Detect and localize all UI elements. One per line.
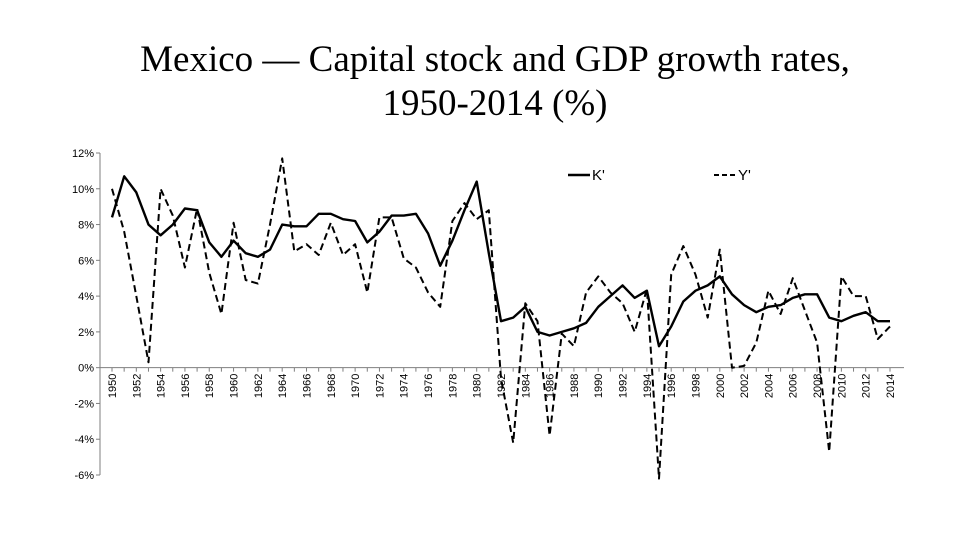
legend: K' Y' [568,167,751,184]
series-layer [110,157,891,480]
legend-label: Y' [738,167,751,184]
x-tick-label: 1992 [618,374,630,398]
x-tick-label: 1960 [229,374,241,398]
y-tick-label: -2% [74,398,94,410]
y-tick-label: 0% [78,363,94,375]
x-tick-label: 1976 [423,374,435,398]
x-tick-label: 1974 [399,374,411,398]
series-line-k-prime [110,175,890,348]
y-tick-label: 4% [78,291,94,303]
y-tick-label: 2% [78,327,94,339]
x-tick-label: 1968 [326,374,338,398]
x-tick-label: 1962 [253,374,265,398]
chart-title-line-1: Mexico — Capital stock and GDP growth ra… [140,39,850,80]
y-axis: -6% -4% -2% 0% 2% 4% 6% 8% 10% 12% [72,148,101,482]
x-tick-label: 1966 [302,374,314,398]
x-tick-label: 1990 [593,374,605,398]
chart-title: Mexico — Capital stock and GDP growth ra… [0,38,960,126]
x-tick-label: 1988 [569,374,581,398]
x-tick-label: 1984 [520,374,532,398]
x-tick-label: 2010 [836,374,848,398]
series-line-y-prime [111,157,891,480]
y-tick-label: 8% [78,220,94,232]
x-tick-label: 2012 [861,374,873,398]
y-tick-label: 6% [78,255,94,267]
x-tick-label: 2004 [763,374,775,398]
x-axis: 1950 1952 1954 1956 1958 1960 1962 1964 1966 1968… [100,367,904,398]
x-tick-label: 1998 [691,374,703,398]
x-tick-label: 1994 [642,374,654,398]
x-tick-label: 1970 [350,374,362,398]
x-tick-label: 1978 [447,374,459,398]
x-tick-label: 1958 [204,374,216,398]
x-tick-label: 2002 [739,374,751,398]
chart-title-line-2: 1950-2014 (%) [382,83,608,124]
x-tick-label: 2014 [885,374,897,398]
x-tick-label: 2000 [715,374,727,398]
x-tick-label: 1986 [545,374,557,398]
x-tick-label: 2006 [788,374,800,398]
x-tick-label: 1996 [666,374,678,398]
y-tick-label: 10% [72,184,94,196]
x-tick-label: 1980 [472,374,484,398]
x-tick-label: 1964 [277,374,289,398]
x-tick-label: 1950 [107,374,119,398]
legend-label: K' [592,167,605,184]
y-tick-label: -4% [74,434,94,446]
x-tick-label: 1954 [156,374,168,398]
x-tick-label: 1956 [180,374,192,398]
y-tick-label: -6% [74,470,94,482]
x-tick-label: 1952 [131,374,143,398]
x-tick-label: 1972 [374,374,386,398]
y-tick-label: 12% [72,148,94,160]
